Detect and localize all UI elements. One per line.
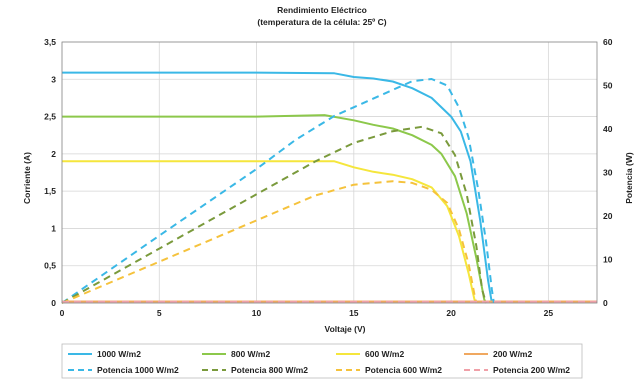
x-tick-label: 20 — [446, 308, 456, 318]
y2-tick-label: 10 — [603, 255, 613, 265]
x-tick-label: 25 — [544, 308, 554, 318]
y-axis-label: Corriente (A) — [22, 152, 32, 204]
y-tick-label: 0 — [51, 298, 56, 308]
y-tick-label: 1,5 — [44, 186, 56, 196]
x-tick-label: 5 — [157, 308, 162, 318]
legend-label: Potencia 600 W/m2 — [365, 365, 442, 375]
right-axis-ticks: 0 10 20 30 40 50 60 — [603, 37, 613, 308]
y2-tick-label: 0 — [603, 298, 608, 308]
y-tick-label: 1 — [51, 223, 56, 233]
legend-label: 200 W/m2 — [493, 349, 532, 359]
series-line-5 — [61, 125, 488, 304]
left-axis-ticks: 0 0,5 1 1,5 2 2,5 3 3,5 — [44, 37, 56, 308]
legend-label: 800 W/m2 — [231, 349, 270, 359]
series-line-0 — [62, 71, 493, 304]
series-line-1 — [62, 114, 487, 304]
chart-title: Rendimiento Eléctrico — [277, 5, 367, 15]
y-tick-label: 2,5 — [44, 112, 56, 122]
x-tick-label: 10 — [252, 308, 262, 318]
series-line-2 — [62, 160, 478, 304]
x-tick-label: 0 — [60, 308, 65, 318]
y-tick-label: 3 — [51, 74, 56, 84]
y-tick-label: 0,5 — [44, 261, 56, 271]
plot-area-border — [61, 41, 598, 304]
x-axis-ticks: 0 5 10 15 20 25 — [60, 308, 554, 318]
chart-subtitle: (temperatura de la célula: 25º C) — [257, 17, 386, 27]
legend-label: Potencia 1000 W/m2 — [97, 365, 179, 375]
y2-tick-label: 50 — [603, 81, 613, 91]
y-tick-label: 3,5 — [44, 37, 56, 47]
y2-axis-label: Potencia (W) — [624, 152, 634, 204]
series-line-6 — [61, 180, 478, 304]
x-axis-label: Voltaje (V) — [325, 324, 366, 334]
y2-tick-label: 20 — [603, 211, 613, 221]
series-lines — [61, 71, 597, 304]
legend-label: Potencia 200 W/m2 — [493, 365, 570, 375]
grid-lines — [61, 41, 597, 304]
x-tick-label: 15 — [349, 308, 359, 318]
series-line-4 — [61, 78, 495, 304]
legend-label: 600 W/m2 — [365, 349, 404, 359]
y2-tick-label: 60 — [603, 37, 613, 47]
legend-label: 1000 W/m2 — [97, 349, 141, 359]
y-tick-label: 2 — [51, 149, 56, 159]
y2-tick-label: 40 — [603, 124, 613, 134]
legend-label: Potencia 800 W/m2 — [231, 365, 308, 375]
legend: 1000 W/m2 800 W/m2 600 W/m2 200 W/m2 Potenci… — [68, 349, 570, 375]
y2-tick-label: 30 — [603, 168, 613, 178]
legend-box — [61, 343, 583, 379]
